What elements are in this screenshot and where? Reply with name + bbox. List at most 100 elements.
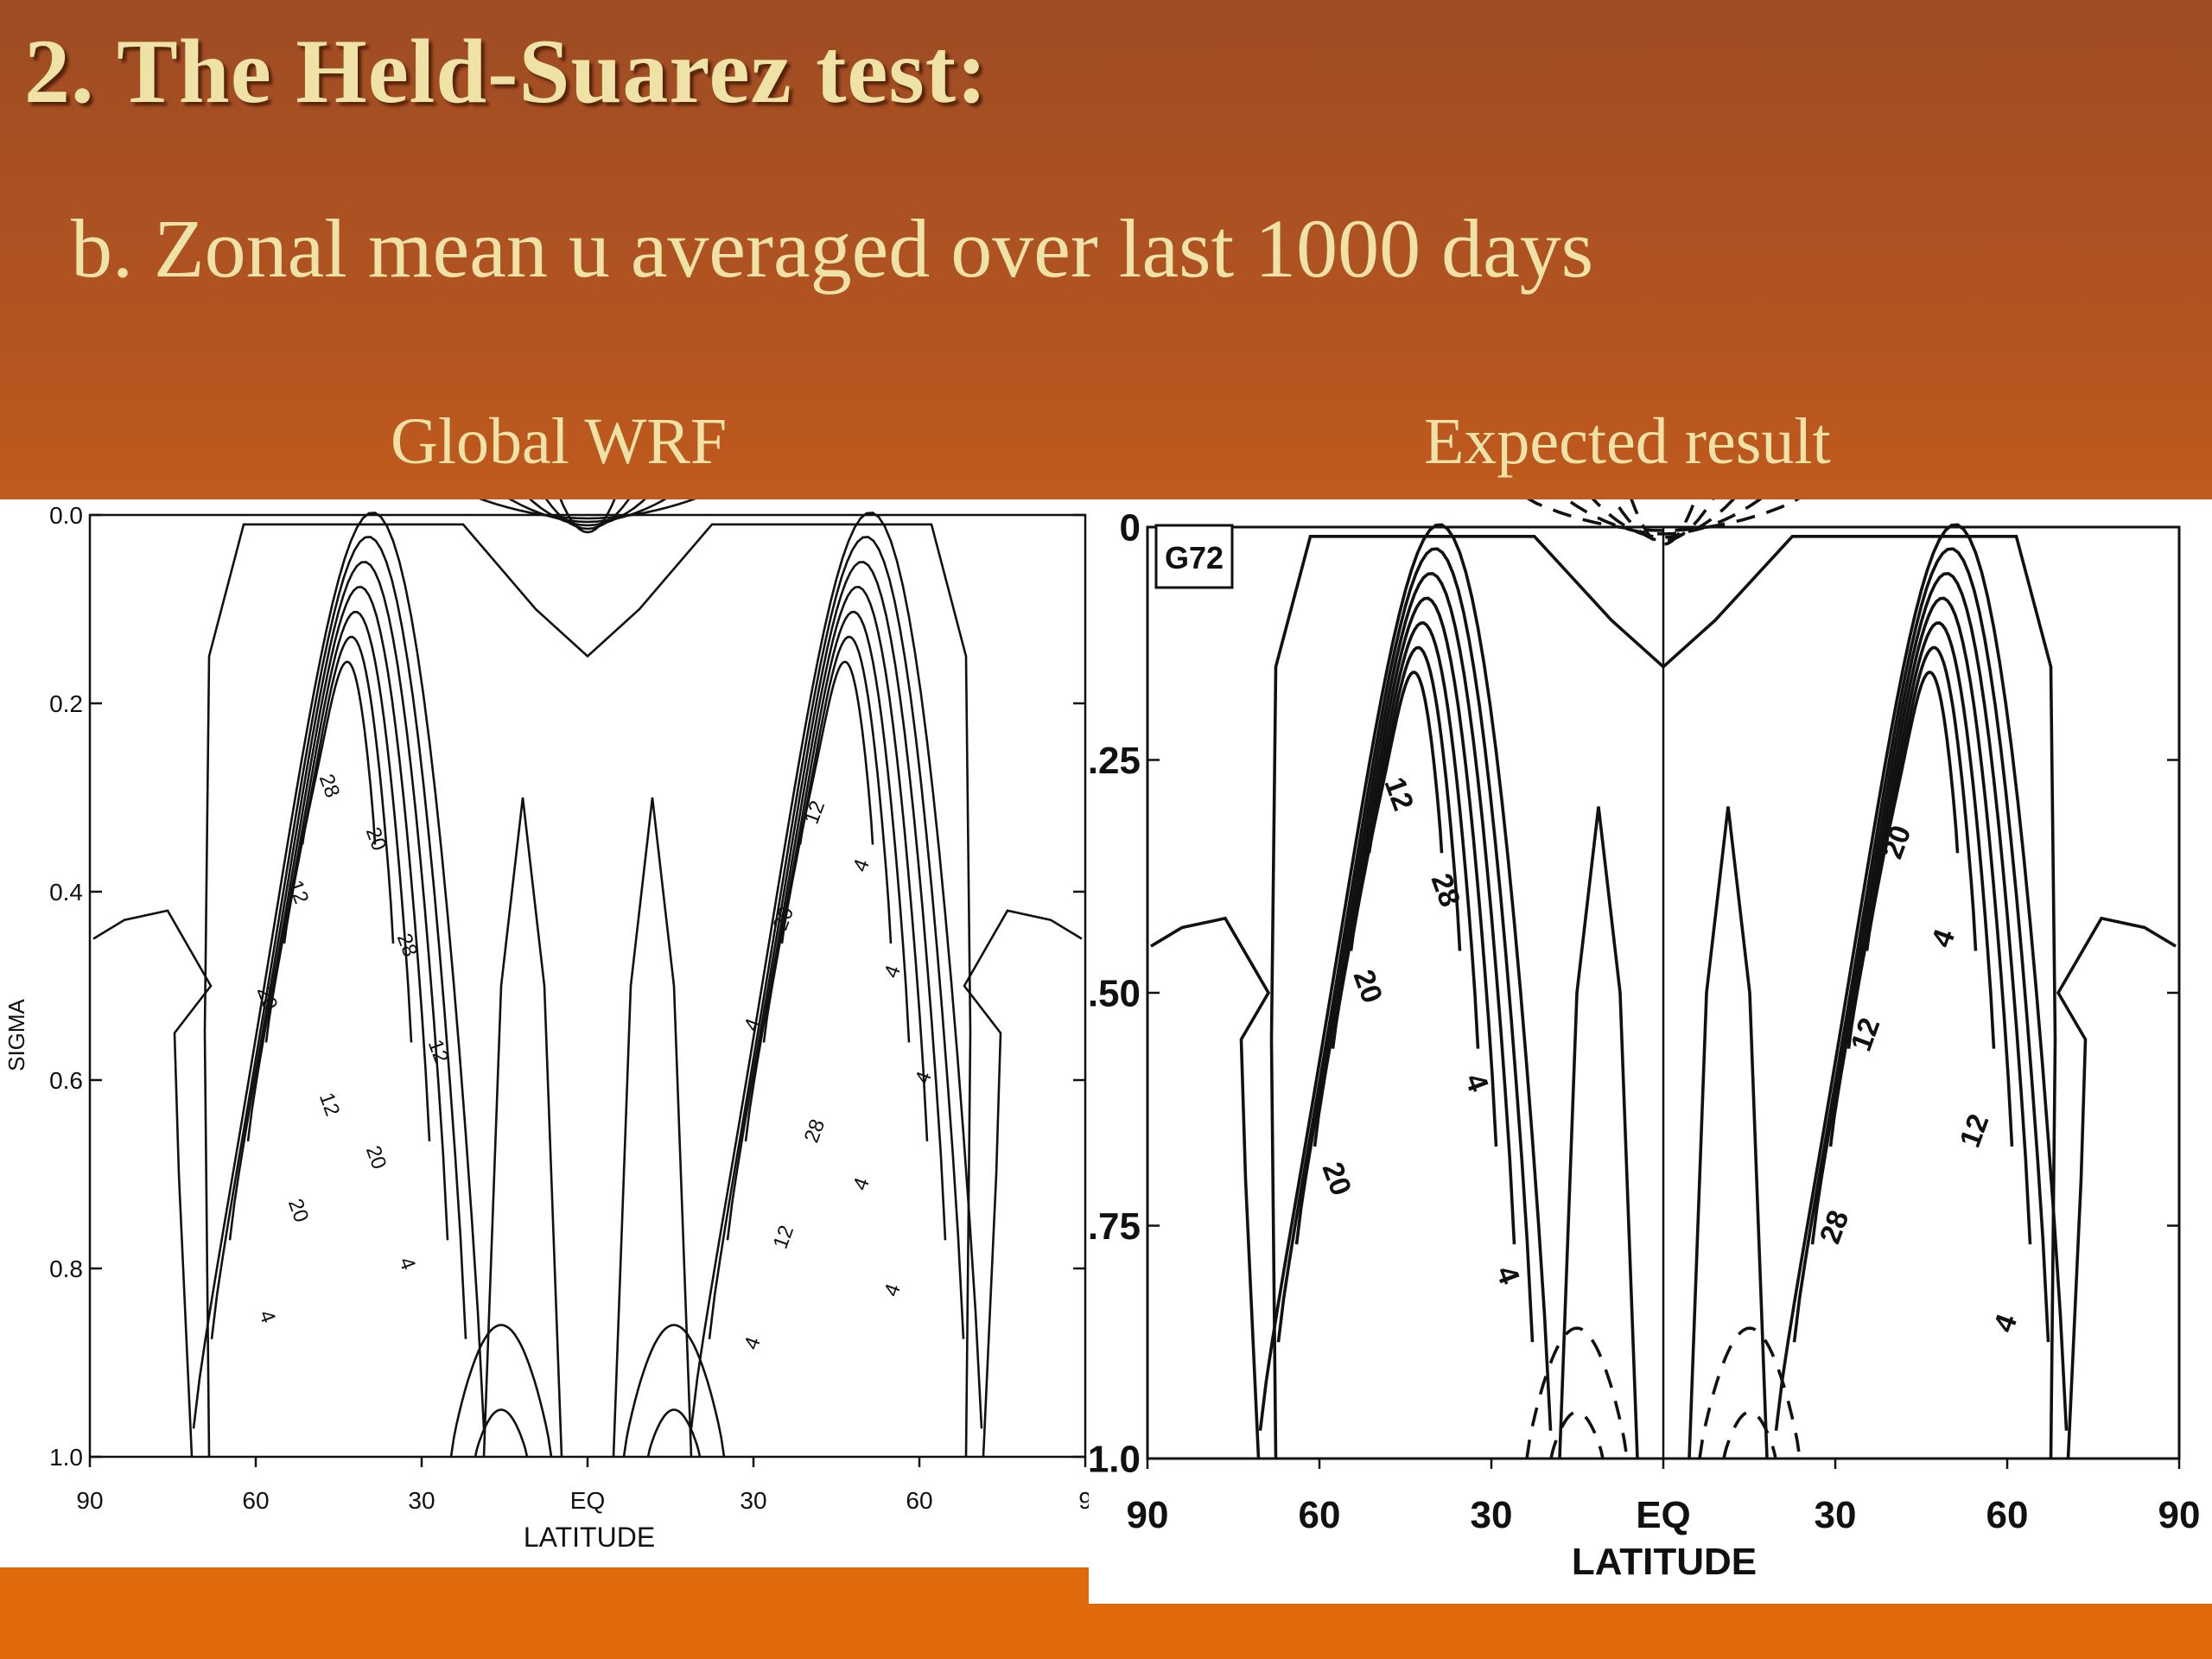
contour-line <box>474 1408 529 1458</box>
contour-label: 4 <box>1459 1070 1495 1096</box>
contour-line <box>1294 571 1516 1245</box>
contour-line <box>479 499 696 520</box>
contour-line <box>1150 916 1271 1459</box>
contour-label: 4 <box>849 856 874 875</box>
contour-label: 20 <box>769 904 799 933</box>
contour-label: 4 <box>880 1281 906 1300</box>
contour-line <box>210 536 467 1339</box>
y-tick-label: 0 <box>1120 506 1141 549</box>
contour-line <box>92 909 213 1458</box>
contour-line <box>1828 596 2014 1147</box>
contour-line <box>529 499 646 527</box>
contour-line <box>1349 645 1462 951</box>
contour-label: 20 <box>283 1196 314 1225</box>
contour-label: 4 <box>1490 1262 1526 1288</box>
contour-line <box>1558 806 1639 1459</box>
contour-label: 4 <box>740 1334 766 1353</box>
y-tick-label: 0.4 <box>49 879 83 906</box>
contour-line <box>726 561 947 1241</box>
y-tick-label: .75 <box>1089 1205 1141 1248</box>
contour-line <box>544 499 631 531</box>
contour-label: 12 <box>769 1223 799 1252</box>
slide-title: 2. The Held-Suarez test: <box>24 21 988 122</box>
contour-line <box>690 512 983 1429</box>
tick-labels: 90 60 30 EQ 30 60 9 0.0 0.2 0.4 0.6 0.8 1.0 <box>49 502 1089 1514</box>
y-tick-label: .25 <box>1089 740 1141 782</box>
y-tick-label: 0.6 <box>49 1067 83 1094</box>
contour-label: 28 <box>1425 869 1467 912</box>
contour-line <box>1331 621 1480 1049</box>
y-tick-label: 1.0 <box>1089 1438 1141 1480</box>
contour-label: 4 <box>1925 925 1961 951</box>
contour-line <box>762 610 911 1043</box>
contour-line <box>301 660 377 845</box>
slide-subtitle: b. Zonal mean u averaged over last 1000 … <box>71 202 1594 295</box>
x-tick-label: 9 <box>1078 1487 1089 1514</box>
contour-line <box>1591 499 1736 539</box>
contour-label: 28 <box>315 771 345 800</box>
contour-label: 12 <box>315 1090 345 1119</box>
x-tick-label: EQ <box>570 1487 605 1514</box>
contour-label: 20 <box>1316 1158 1358 1200</box>
contour-label: 4 <box>849 1174 874 1193</box>
contour-line <box>283 635 395 944</box>
global-wrf-chart: 90 60 30 EQ 30 60 9 0.0 0.2 0.4 0.6 0.8 1.0 28 12 20 4 1… <box>0 499 1089 1567</box>
contour-label: 4 <box>394 1255 420 1274</box>
y-tick-label: .50 <box>1089 972 1141 1014</box>
contour-line <box>1810 571 2032 1245</box>
contour-line <box>449 1324 553 1458</box>
plot-axes <box>1146 525 2181 1469</box>
contour-line <box>246 585 431 1142</box>
tick-labels: 90 60 30 EQ 30 60 90 0 .25 .50 .75 1.0 <box>1089 506 2200 1536</box>
right-panel-label: Expected result <box>1424 405 1831 478</box>
x-tick-label: 90 <box>1127 1494 1169 1536</box>
expected-result-contour-plot: 90 60 30 EQ 30 60 900.25.50.751.0 122028420124… <box>1089 499 2200 1583</box>
panel-tag: G72 <box>1165 540 1224 575</box>
panel-tag-box <box>1154 524 1234 589</box>
contour-line <box>646 1408 702 1458</box>
x-tick-label: 90 <box>2158 1494 2201 1536</box>
contour-line <box>708 536 965 1339</box>
y-axis-label: SIGMA <box>3 998 29 1071</box>
contour-line <box>798 660 874 845</box>
contour-line <box>264 610 413 1043</box>
contour-line <box>559 499 616 534</box>
global-wrf-contour-plot: 90 60 30 EQ 30 60 9 0.0 0.2 0.4 0.6 0.8 1.0 28 12 20 4 1… <box>3 499 1089 1553</box>
x-tick-label: 30 <box>1815 1494 1857 1536</box>
contour-label: 28 <box>800 1116 830 1146</box>
x-axis-label: LATITUDE <box>1572 1541 1757 1583</box>
plot-axes <box>88 513 1087 1467</box>
y-tick-label: 0.8 <box>49 1255 83 1282</box>
x-tick-label: 60 <box>1299 1494 1341 1536</box>
contour-line <box>1549 1410 1605 1459</box>
x-tick-label: 30 <box>408 1487 435 1514</box>
x-tick-label: 60 <box>1986 1494 2029 1536</box>
contour-line <box>228 561 449 1241</box>
contour-label: 20 <box>252 983 283 1013</box>
x-tick-label: 90 <box>76 1487 103 1514</box>
x-tick-label: 30 <box>1471 1494 1513 1536</box>
y-tick-label: 1.0 <box>49 1444 83 1471</box>
x-tick-label: 60 <box>906 1487 932 1514</box>
contour-line <box>612 797 693 1458</box>
contour-line <box>963 909 1083 1458</box>
contour-line <box>1774 523 2069 1431</box>
x-tick-label: EQ <box>1636 1494 1691 1536</box>
contour-line <box>1792 547 2050 1343</box>
x-tick-label: 30 <box>740 1487 766 1514</box>
contour-line <box>1865 645 1978 951</box>
contour-line-4 <box>203 523 972 1458</box>
contour-label: 20 <box>361 1142 391 1172</box>
y-tick-label: 0.0 <box>49 502 83 529</box>
contour-line <box>1258 523 1553 1431</box>
left-panel-label: Global WRF <box>391 405 728 478</box>
contour-line <box>780 635 893 944</box>
contour-line <box>1525 1326 1629 1459</box>
x-tick-label: 60 <box>242 1487 269 1514</box>
contour-line <box>2056 916 2177 1459</box>
contour-line <box>1698 1326 1802 1459</box>
contour-line <box>482 797 563 1458</box>
contour-label: 4 <box>1987 1310 2024 1337</box>
